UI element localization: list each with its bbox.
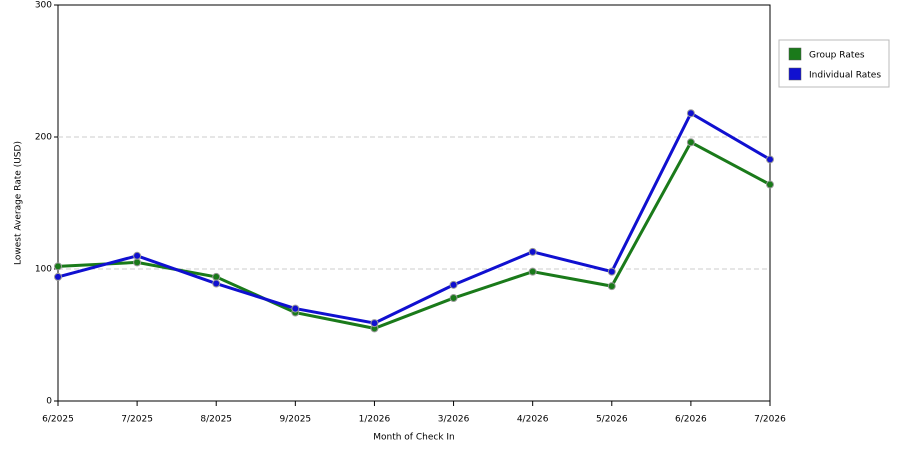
data-point: [370, 319, 379, 328]
plot-area: [57, 4, 771, 402]
data-point: [133, 251, 142, 260]
x-tick-label: 6/2026: [675, 415, 707, 425]
data-point: [686, 109, 695, 118]
data-point: [54, 262, 62, 271]
data-point: [54, 272, 62, 281]
legend: Group Rates Individual Rates: [778, 39, 890, 88]
legend-swatch: [788, 67, 802, 81]
data-point: [528, 267, 537, 276]
x-tick-label: 6/2025: [42, 415, 74, 425]
data-point: [291, 304, 300, 313]
data-point: [449, 294, 458, 303]
x-axis-label: Month of Check In: [373, 433, 455, 443]
series-line: [57, 111, 771, 325]
x-tick-label: 5/2026: [596, 415, 628, 425]
data-point: [607, 267, 616, 276]
y-tick-label: 300: [35, 1, 52, 11]
data-point: [212, 272, 221, 281]
x-tick-label: 9/2025: [279, 415, 311, 425]
data-point: [449, 280, 458, 289]
x-tick-label: 4/2026: [517, 415, 549, 425]
data-point: [212, 279, 221, 288]
legend-label: Group Rates: [809, 51, 865, 61]
x-tick-label: 8/2025: [200, 415, 232, 425]
x-tick-label: 7/2026: [754, 415, 786, 425]
y-tick-label: 200: [35, 133, 52, 143]
legend-label: Individual Rates: [809, 71, 881, 81]
y-axis-label: Lowest Average Rate (USD): [14, 141, 24, 265]
data-point: [528, 247, 537, 256]
data-point: [686, 138, 695, 147]
x-tick-label: 1/2026: [359, 415, 391, 425]
data-point: [766, 155, 774, 164]
data-point: [607, 282, 616, 291]
data-point: [133, 258, 142, 267]
legend-swatch: [788, 47, 802, 61]
y-tick-label: 100: [35, 265, 52, 275]
data-point: [766, 180, 774, 189]
y-tick-label: 0: [46, 397, 52, 407]
x-tick-label: 7/2025: [121, 415, 153, 425]
x-tick-label: 3/2026: [438, 415, 470, 425]
